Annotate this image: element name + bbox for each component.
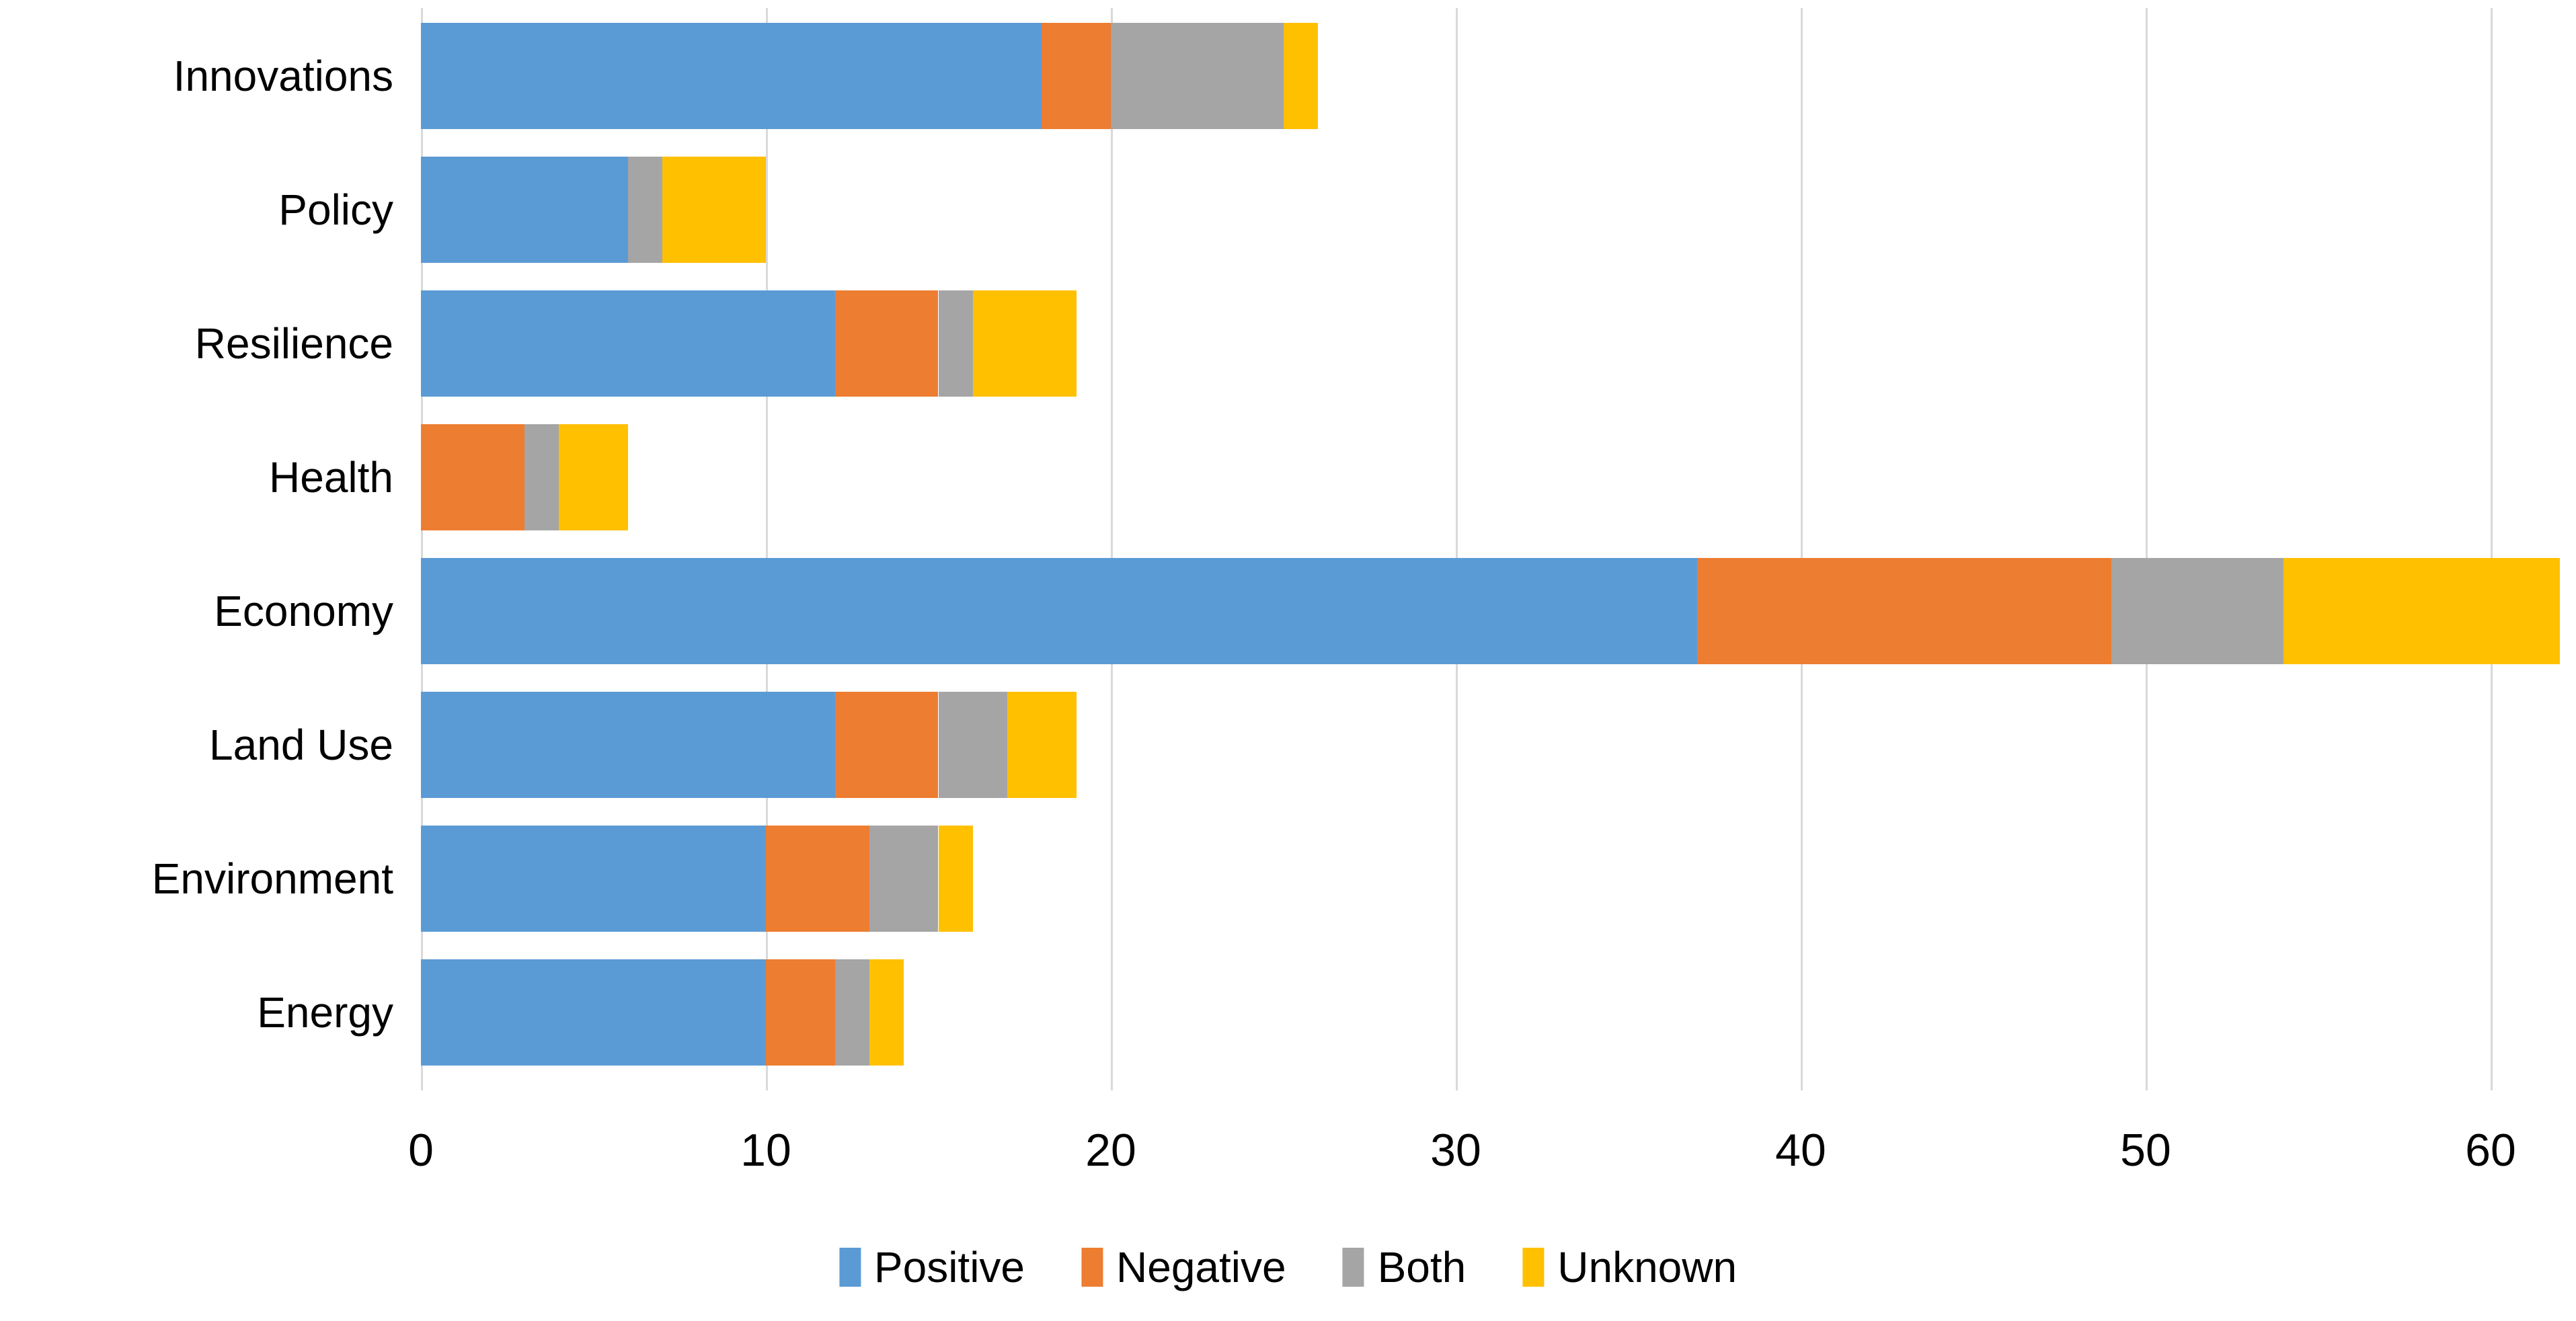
category-label: Health	[269, 453, 393, 502]
bar-segment-negative	[1042, 23, 1111, 129]
x-tick-label: 20	[1085, 1125, 1136, 1176]
legend: Positive Negative Both Unknown	[838, 1242, 1737, 1292]
legend-label: Positive	[873, 1243, 1025, 1291]
gridline	[1801, 8, 1803, 1090]
category-label: Economy	[214, 587, 393, 635]
bar-segment-positive	[421, 826, 766, 932]
bar-segment-unknown	[559, 424, 628, 530]
x-tick-label: 30	[1430, 1125, 1481, 1176]
bar-segment-negative	[766, 826, 869, 932]
category-label: Energy	[257, 988, 393, 1037]
bar-row	[421, 826, 2560, 932]
legend-marker-negative	[1081, 1248, 1103, 1287]
gridline	[421, 8, 423, 1090]
bar-row	[421, 959, 2560, 1066]
bar-segment-positive	[421, 290, 835, 397]
bar-row	[421, 558, 2560, 664]
bar-segment-both	[627, 157, 663, 263]
bar-segment-negative	[766, 959, 835, 1066]
legend-item-negative: Negative	[1081, 1242, 1286, 1292]
bar-segment-unknown	[662, 157, 766, 263]
category-label: Innovations	[173, 52, 393, 100]
legend-marker-both	[1342, 1248, 1364, 1287]
bar-segment-unknown	[2284, 558, 2560, 664]
legend-label: Both	[1377, 1243, 1467, 1291]
bar-segment-both	[834, 959, 869, 1066]
bar-segment-unknown	[869, 959, 904, 1066]
category-label: Policy	[278, 186, 393, 234]
x-tick-label: 10	[740, 1125, 791, 1176]
bar-segment-unknown	[1007, 692, 1077, 798]
legend-label: Negative	[1116, 1243, 1286, 1291]
bar-segment-negative	[1697, 558, 2111, 664]
bar-segment-unknown	[972, 290, 1077, 397]
legend-marker-unknown	[1522, 1248, 1545, 1287]
x-tick-label: 60	[2465, 1125, 2516, 1176]
bar-segment-negative	[421, 424, 524, 530]
bar-segment-both	[1111, 23, 1284, 129]
bar-segment-unknown	[938, 826, 973, 932]
bar-segment-positive	[421, 23, 1042, 129]
bar-segment-both	[2111, 558, 2284, 664]
gridline	[2146, 8, 2148, 1090]
bar-segment-positive	[421, 157, 628, 263]
legend-item-positive: Positive	[838, 1242, 1025, 1292]
x-tick-label: 50	[2120, 1125, 2171, 1176]
bar-row	[421, 290, 2560, 397]
legend-item-unknown: Unknown	[1522, 1242, 1737, 1292]
bar-segment-positive	[421, 692, 835, 798]
bar-row	[421, 23, 2560, 129]
bar-segment-unknown	[1283, 23, 1318, 129]
gridline	[1111, 8, 1113, 1090]
bar-row	[421, 692, 2560, 798]
legend-label: Unknown	[1557, 1243, 1738, 1291]
bar-row	[421, 424, 2560, 530]
x-tick-label: 40	[1775, 1125, 1826, 1176]
bar-segment-positive	[421, 959, 766, 1066]
legend-marker-positive	[838, 1248, 861, 1287]
bar-segment-both	[938, 692, 1008, 798]
bar-row	[421, 157, 2560, 263]
gridline	[766, 8, 768, 1090]
bar-segment-both	[869, 826, 939, 932]
bar-segment-both	[938, 290, 973, 397]
bar-segment-positive	[421, 558, 1698, 664]
category-label: Land Use	[209, 721, 393, 769]
category-label: Environment	[151, 854, 393, 903]
legend-item-both: Both	[1342, 1242, 1467, 1292]
gridline	[2491, 8, 2493, 1090]
bar-segment-negative	[834, 692, 939, 798]
category-label: Resilience	[194, 319, 393, 368]
x-tick-label: 0	[408, 1125, 434, 1176]
bar-segment-negative	[834, 290, 939, 397]
gridline	[1456, 8, 1458, 1090]
bar-segment-both	[524, 424, 559, 530]
